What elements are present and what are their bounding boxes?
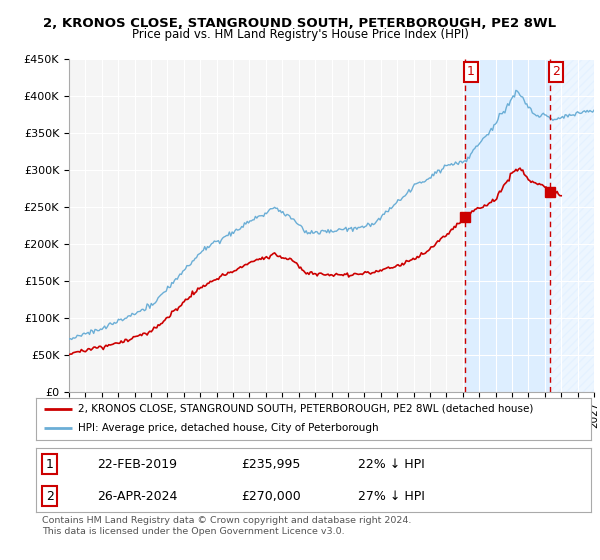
Text: Contains HM Land Registry data © Crown copyright and database right 2024.
This d: Contains HM Land Registry data © Crown c… bbox=[42, 516, 412, 536]
Text: 2: 2 bbox=[46, 490, 54, 503]
Bar bbox=[550, 59, 594, 392]
Text: 2, KRONOS CLOSE, STANGROUND SOUTH, PETERBOROUGH, PE2 8WL (detached house): 2, KRONOS CLOSE, STANGROUND SOUTH, PETER… bbox=[77, 404, 533, 414]
Text: 22% ↓ HPI: 22% ↓ HPI bbox=[358, 458, 425, 470]
Bar bbox=[465, 59, 550, 392]
Text: 1: 1 bbox=[467, 66, 475, 78]
Text: 27% ↓ HPI: 27% ↓ HPI bbox=[358, 490, 425, 503]
Text: 2: 2 bbox=[551, 66, 560, 78]
Text: HPI: Average price, detached house, City of Peterborough: HPI: Average price, detached house, City… bbox=[77, 423, 378, 433]
Text: 22-FEB-2019: 22-FEB-2019 bbox=[97, 458, 177, 470]
Text: Price paid vs. HM Land Registry's House Price Index (HPI): Price paid vs. HM Land Registry's House … bbox=[131, 28, 469, 41]
Text: 2, KRONOS CLOSE, STANGROUND SOUTH, PETERBOROUGH, PE2 8WL: 2, KRONOS CLOSE, STANGROUND SOUTH, PETER… bbox=[43, 17, 557, 30]
Bar bbox=[550, 59, 594, 392]
Text: 1: 1 bbox=[46, 458, 54, 470]
Text: £270,000: £270,000 bbox=[241, 490, 301, 503]
Text: 26-APR-2024: 26-APR-2024 bbox=[97, 490, 178, 503]
Text: £235,995: £235,995 bbox=[241, 458, 301, 470]
